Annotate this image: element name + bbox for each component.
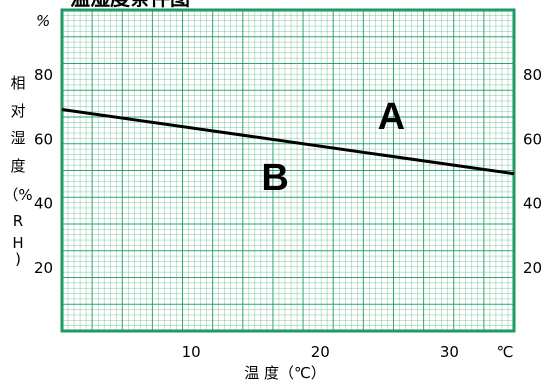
y-tick-label-right: 20: [523, 259, 542, 277]
x-tick-label: 10: [182, 343, 201, 361]
y-tick-label-left: 20: [34, 259, 53, 277]
y-axis-title-char: H: [12, 234, 23, 252]
labels-layer: 温湿度条件图 20 20 40 40 60 60 80 80% 10 20 30 ℃ 温 度（℃） 相对湿度…: [3, 0, 542, 382]
y-tick-label-right: 80: [523, 66, 542, 84]
y-unit-label: %: [36, 12, 50, 30]
y-axis-title-char: 湿: [10, 129, 25, 147]
y-axis-title-char: R: [13, 212, 23, 230]
region-label-a: A: [378, 96, 405, 138]
y-axis-title-char: 对: [10, 102, 25, 120]
y-axis-title-char: ): [15, 250, 21, 268]
y-axis-title-char: （%: [3, 186, 32, 204]
y-tick-label-right: 60: [523, 130, 542, 148]
y-tick-label-right: 40: [523, 195, 542, 213]
x-axis-title: 温 度（℃）: [244, 364, 326, 382]
grid: [62, 10, 514, 331]
y-axis-title-char: 相: [10, 74, 25, 92]
humidity-limit-line: [61, 108, 515, 176]
y-tick-label-left: 40: [34, 195, 53, 213]
chart-title: 温湿度条件图: [70, 0, 190, 10]
series-layer: [61, 108, 515, 176]
y-axis-title-char: 度: [10, 157, 25, 175]
x-unit-label: ℃: [497, 343, 514, 361]
y-tick-label-left: 80: [34, 66, 53, 84]
y-tick-label-left: 60: [34, 130, 53, 148]
region-label-b: B: [261, 157, 288, 199]
x-tick-label: 20: [311, 343, 330, 361]
x-tick-label: 30: [440, 343, 459, 361]
plot-frame: [60, 8, 516, 333]
